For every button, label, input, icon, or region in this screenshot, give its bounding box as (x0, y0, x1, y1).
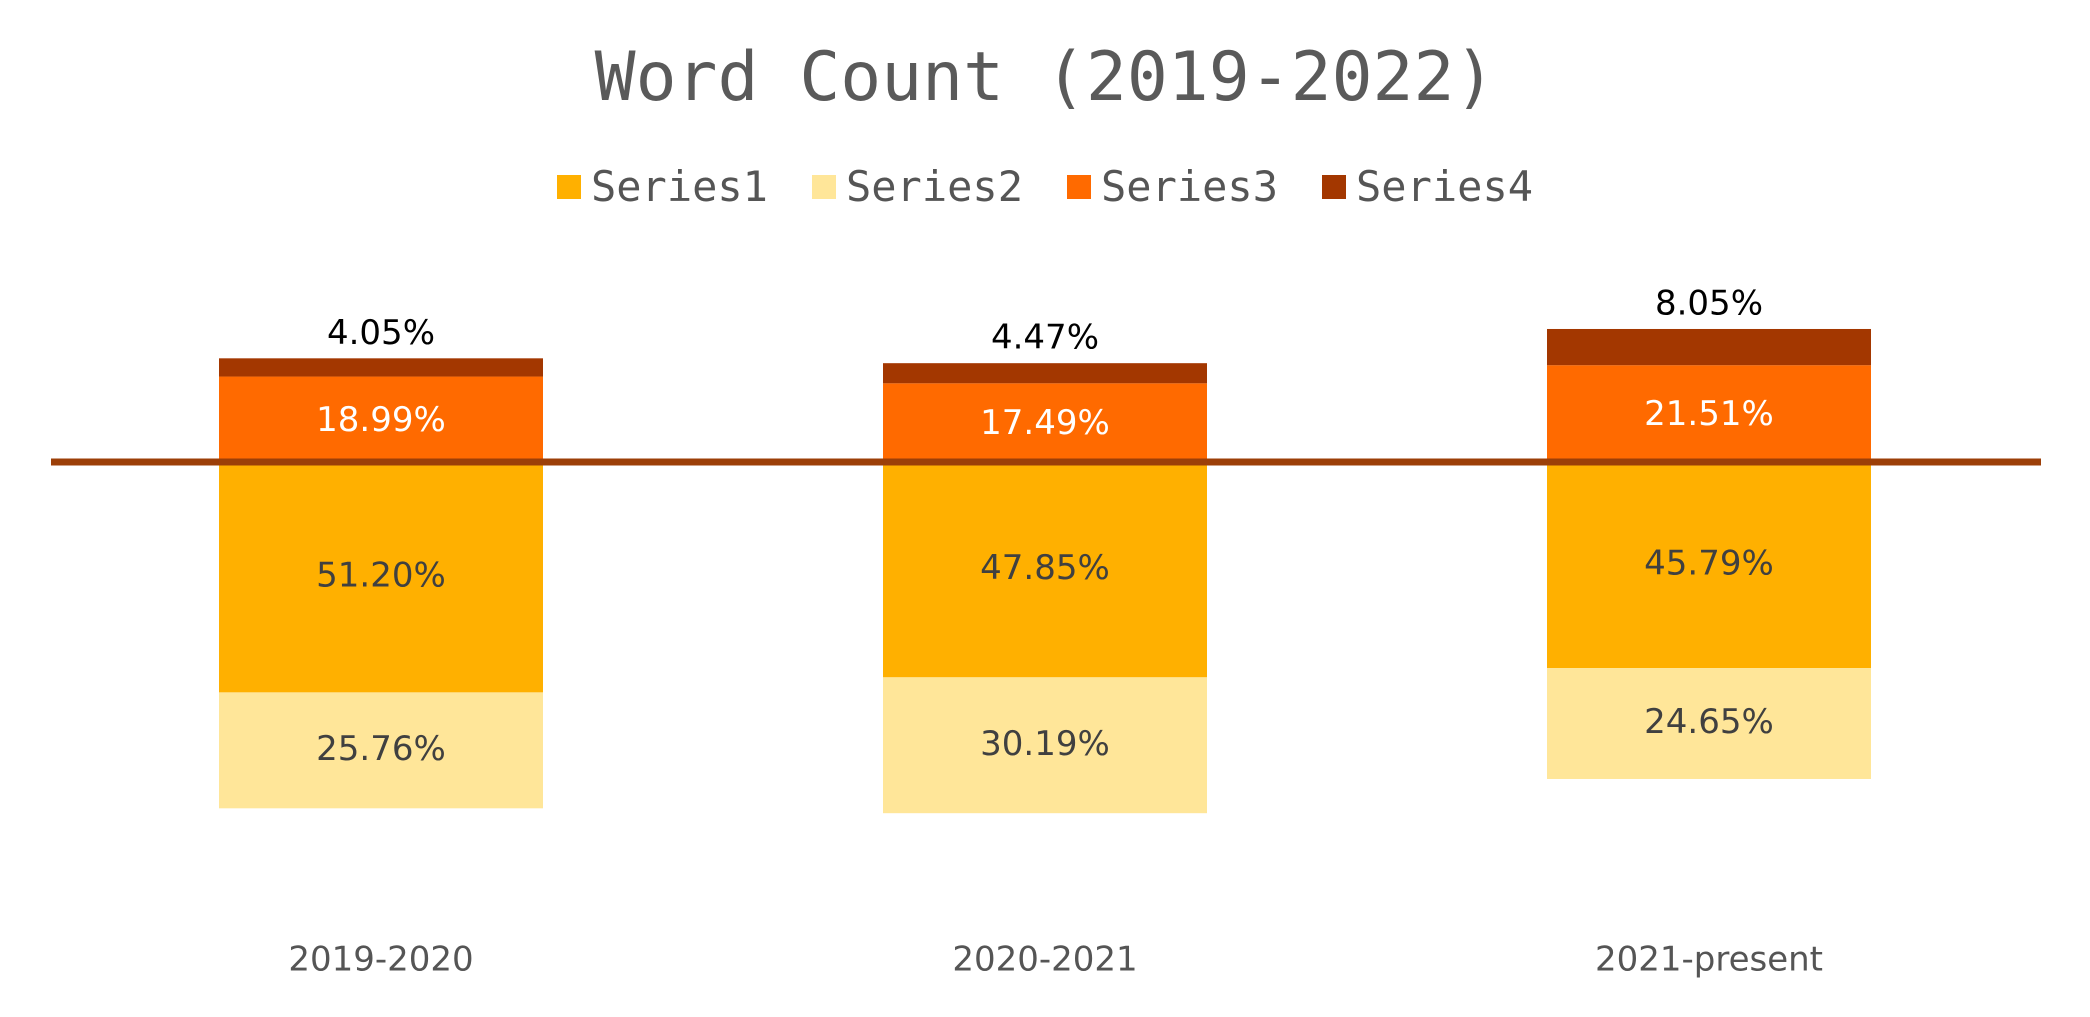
legend-item-series3: Series3 (1067, 162, 1278, 211)
legend-label-series4: Series4 (1356, 162, 1534, 211)
data-label-series4-0: 4.05% (327, 313, 435, 353)
data-label-series1-2: 45.79% (1644, 544, 1774, 584)
data-label-series3-0: 18.99% (316, 400, 446, 440)
bar-series1-2 (1547, 462, 1871, 669)
x-tick-label-1: 2020-2021 (952, 940, 1137, 980)
data-label-series2-1: 30.19% (980, 724, 1110, 764)
bar-series3-0 (219, 376, 543, 462)
bar-series4-0 (219, 358, 543, 377)
data-label-series2-0: 25.76% (316, 729, 446, 769)
data-label-series4-1: 4.47% (991, 318, 1099, 358)
data-label-series2-2: 24.65% (1644, 702, 1774, 742)
legend-item-series4: Series4 (1322, 162, 1533, 211)
data-label-series3-1: 17.49% (980, 403, 1110, 443)
data-label-series1-1: 47.85% (980, 548, 1110, 588)
x-tick-label-0: 2019-2020 (288, 940, 473, 980)
legend-label-series2: Series2 (845, 162, 1023, 211)
data-label-series3-2: 21.51% (1644, 394, 1774, 434)
legend: Series1 Series2 Series3 Series4 (0, 162, 2090, 211)
bar-series4-2 (1547, 328, 1871, 366)
bar-series2-2 (1547, 668, 1871, 779)
legend-swatch-series3 (1067, 174, 1091, 199)
data-label-series1-0: 51.20% (316, 556, 446, 596)
bar-series1-0 (219, 462, 543, 693)
bar-series3-1 (883, 383, 1207, 462)
legend-swatch-series1 (556, 174, 581, 199)
legend-item-series1: Series1 (556, 162, 768, 211)
chart-title: Word Count (2019-2022) (594, 38, 1496, 117)
legend-swatch-series2 (811, 174, 836, 199)
legend-label-series1: Series1 (590, 162, 768, 211)
legend-swatch-series4 (1322, 174, 1347, 199)
x-tick-label-2: 2021-present (1595, 940, 1823, 980)
bar-series1-1 (883, 462, 1207, 678)
bar-series4-1 (883, 363, 1207, 384)
bar-series2-1 (883, 677, 1207, 814)
bar-series3-2 (1547, 365, 1871, 462)
bar-series2-0 (219, 692, 543, 809)
data-label-series4-2: 8.05% (1655, 283, 1763, 323)
legend-label-series3: Series3 (1101, 162, 1279, 211)
legend-item-series2: Series2 (811, 162, 1023, 211)
